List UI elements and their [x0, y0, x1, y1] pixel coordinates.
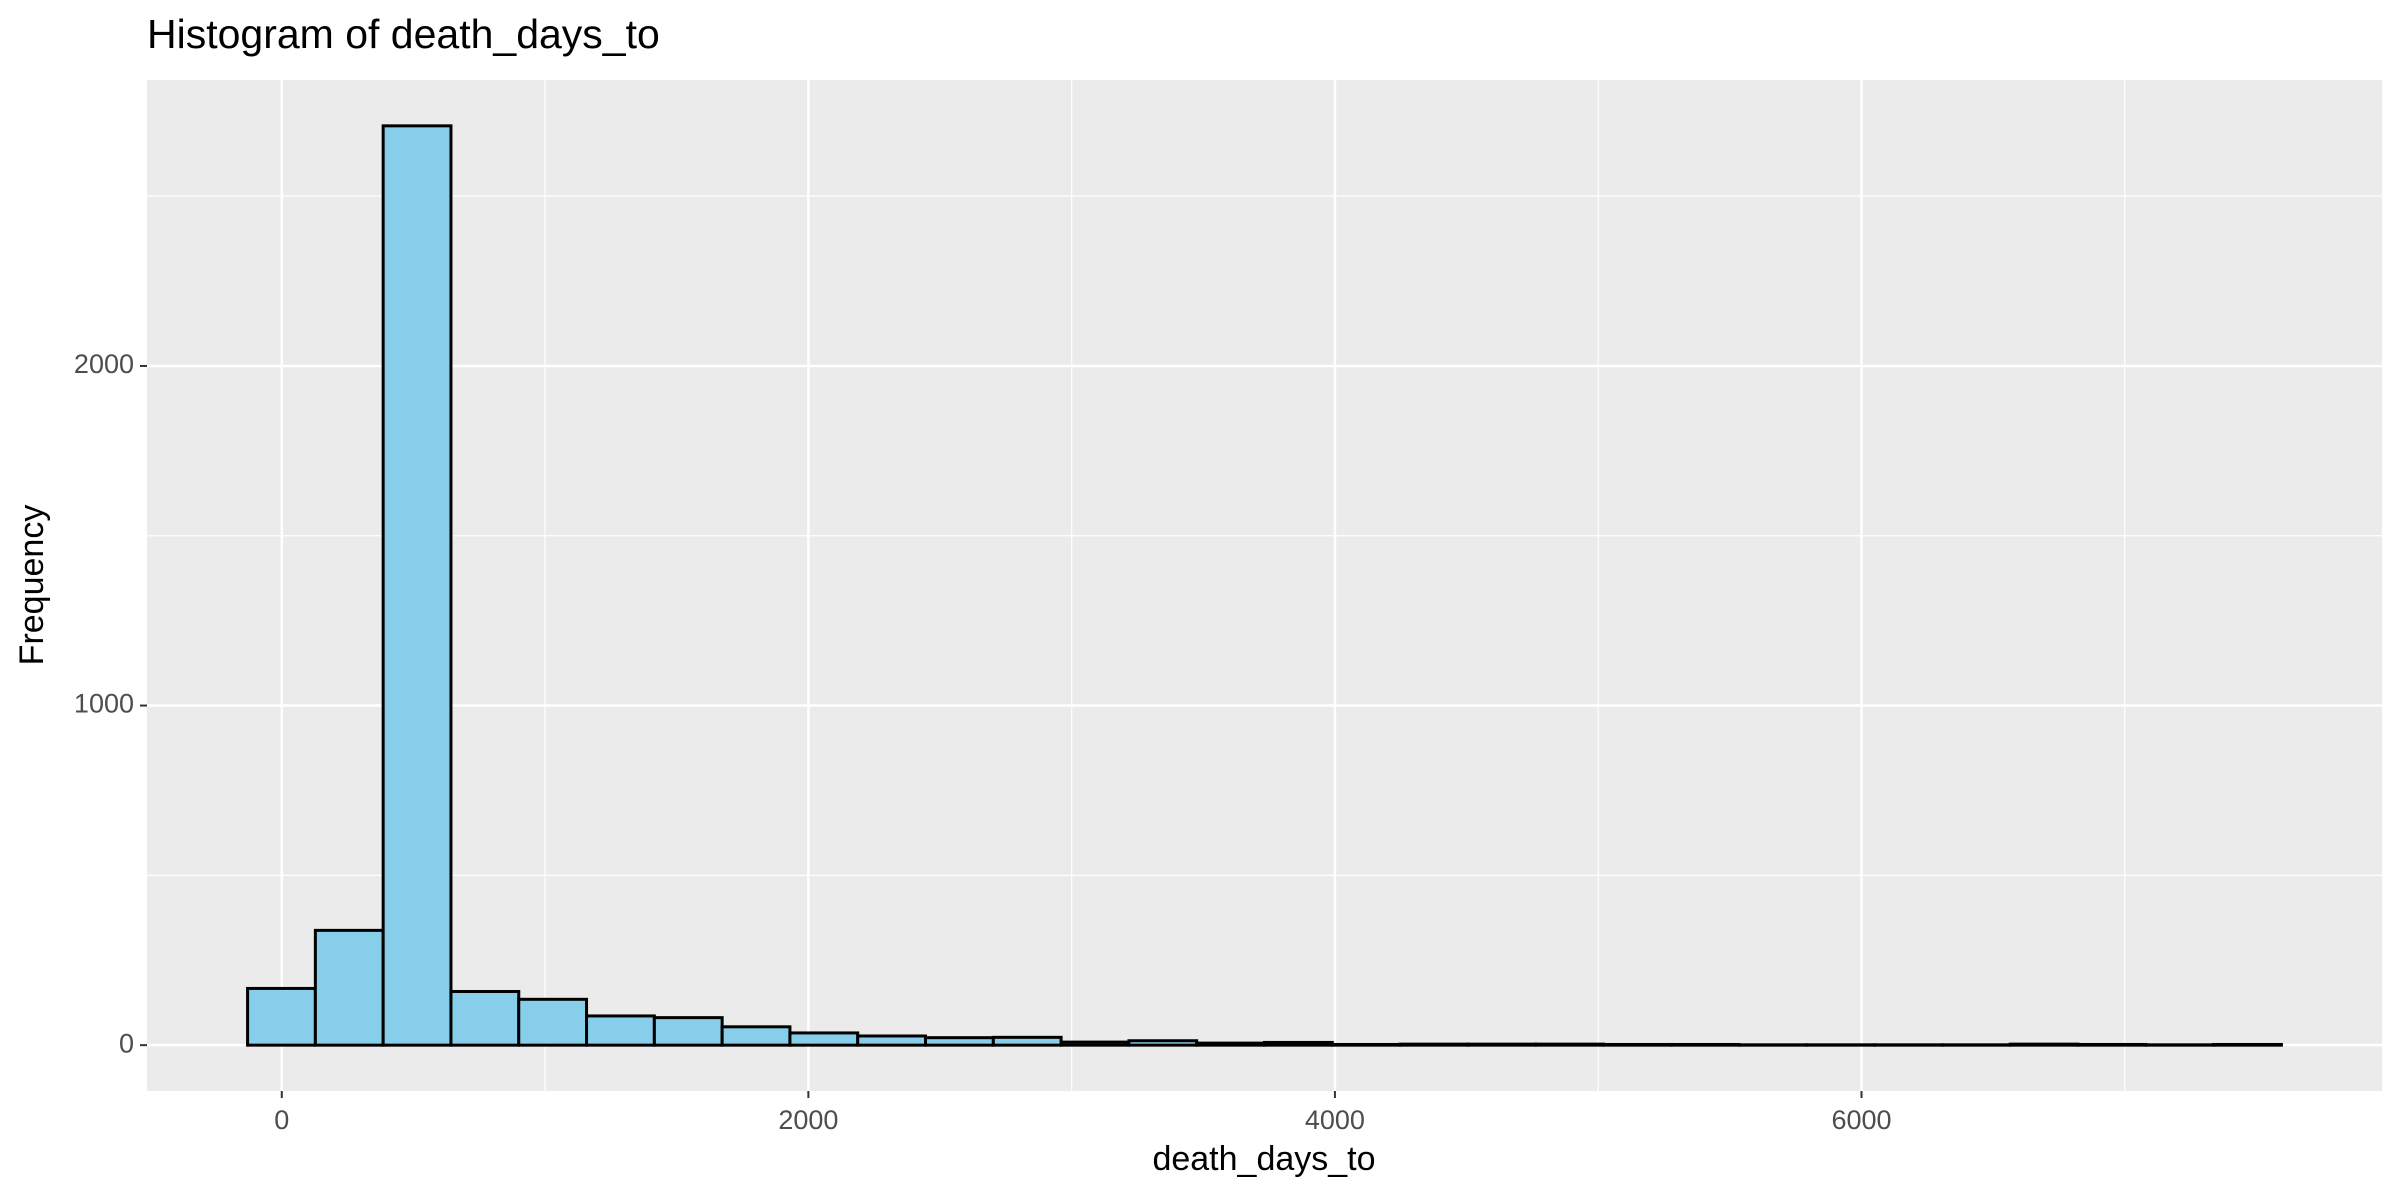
x-tick-label: 0 — [274, 1105, 289, 1135]
bar — [246, 986, 317, 1047]
x-tick-label: 2000 — [778, 1105, 838, 1135]
bar — [1059, 1040, 1131, 1047]
bar — [517, 997, 589, 1047]
bar — [2008, 1042, 2080, 1047]
bar — [1466, 1042, 1538, 1047]
bar — [1263, 1040, 1334, 1047]
bar — [1127, 1039, 1199, 1047]
bar — [991, 1035, 1063, 1047]
bar — [585, 1014, 656, 1047]
bar — [2212, 1042, 2283, 1047]
y-tick-label: 0 — [119, 1028, 134, 1058]
bar — [449, 989, 521, 1047]
plot-panel — [147, 80, 2382, 1091]
x-axis-label: death_days_to — [1152, 1140, 1375, 1178]
bar — [788, 1031, 860, 1047]
bar — [856, 1034, 928, 1047]
bar — [1330, 1042, 1402, 1047]
y-tick-label: 1000 — [74, 689, 134, 719]
bar — [1195, 1041, 1267, 1047]
bar — [1398, 1042, 1470, 1047]
bar — [720, 1025, 792, 1047]
bar — [652, 1016, 724, 1047]
bar — [313, 928, 385, 1047]
bar — [1601, 1042, 1673, 1047]
y-axis-label: Frequency — [13, 505, 51, 666]
bar — [381, 124, 453, 1047]
bar — [1669, 1042, 1741, 1047]
x-tick-label: 6000 — [1831, 1105, 1891, 1135]
y-tick-label: 2000 — [74, 349, 134, 379]
bar — [1534, 1042, 1605, 1047]
x-tick-label: 4000 — [1305, 1105, 1365, 1135]
bar — [924, 1036, 995, 1047]
chart-title: Histogram of death_days_to — [147, 11, 660, 57]
bar — [2076, 1042, 2148, 1047]
